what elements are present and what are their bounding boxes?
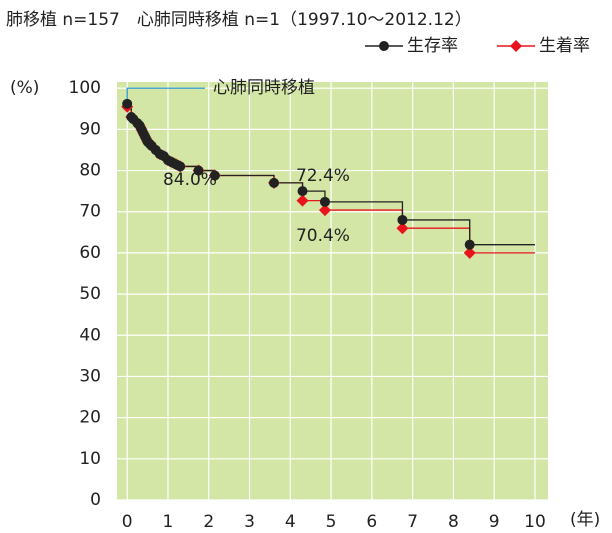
marker bbox=[464, 239, 475, 250]
y-tick-label: 100 bbox=[69, 78, 101, 98]
marker bbox=[122, 98, 133, 109]
marker bbox=[268, 177, 279, 188]
marker bbox=[396, 222, 409, 235]
marker bbox=[318, 204, 331, 217]
marker bbox=[319, 196, 330, 207]
chart-title: 肺移植 n=157 心肺同時移植 n=1（1997.10～2012.12） bbox=[6, 10, 472, 30]
marker bbox=[209, 170, 220, 181]
x-tick-label: 1 bbox=[163, 512, 174, 532]
y-tick-label: 10 bbox=[79, 449, 101, 469]
annotation: 72.4% bbox=[296, 166, 350, 186]
x-tick-label: 10 bbox=[524, 512, 546, 532]
marker bbox=[193, 165, 204, 176]
y-tick-label: 60 bbox=[79, 243, 101, 263]
y-axis-label: (%) bbox=[10, 78, 39, 98]
x-tick-label: 0 bbox=[122, 512, 133, 532]
legend-label: 生存率 bbox=[407, 36, 458, 56]
y-tick-label: 80 bbox=[79, 161, 101, 181]
x-tick-label: 3 bbox=[244, 512, 255, 532]
y-tick-label: 20 bbox=[79, 408, 101, 428]
x-axis-label: (年) bbox=[570, 510, 600, 530]
x-tick-label: 2 bbox=[203, 512, 214, 532]
marker bbox=[397, 214, 408, 225]
y-tick-label: 0 bbox=[90, 490, 101, 510]
annotation: 84.0% bbox=[163, 170, 217, 190]
y-tick-label: 30 bbox=[79, 366, 101, 386]
marker bbox=[463, 246, 476, 259]
x-tick-label: 8 bbox=[448, 512, 459, 532]
note-leader bbox=[126, 87, 205, 104]
y-tick-label: 40 bbox=[79, 325, 101, 345]
marker bbox=[297, 186, 308, 197]
note: 心肺同時移植 bbox=[213, 78, 315, 98]
annotation: 70.4% bbox=[296, 226, 350, 246]
legend-label: 生着率 bbox=[539, 36, 590, 56]
x-tick-label: 6 bbox=[366, 512, 377, 532]
marker bbox=[296, 194, 309, 207]
x-tick-label: 5 bbox=[326, 512, 337, 532]
x-tick-label: 4 bbox=[285, 512, 296, 532]
x-tick-label: 7 bbox=[407, 512, 418, 532]
y-tick-label: 70 bbox=[79, 202, 101, 222]
legend-marker bbox=[379, 41, 389, 51]
plot-background bbox=[117, 82, 548, 500]
y-tick-label: 90 bbox=[79, 119, 101, 139]
marker bbox=[175, 161, 186, 172]
y-tick-label: 50 bbox=[79, 284, 101, 304]
x-tick-label: 9 bbox=[489, 512, 500, 532]
legend-marker bbox=[510, 40, 522, 52]
